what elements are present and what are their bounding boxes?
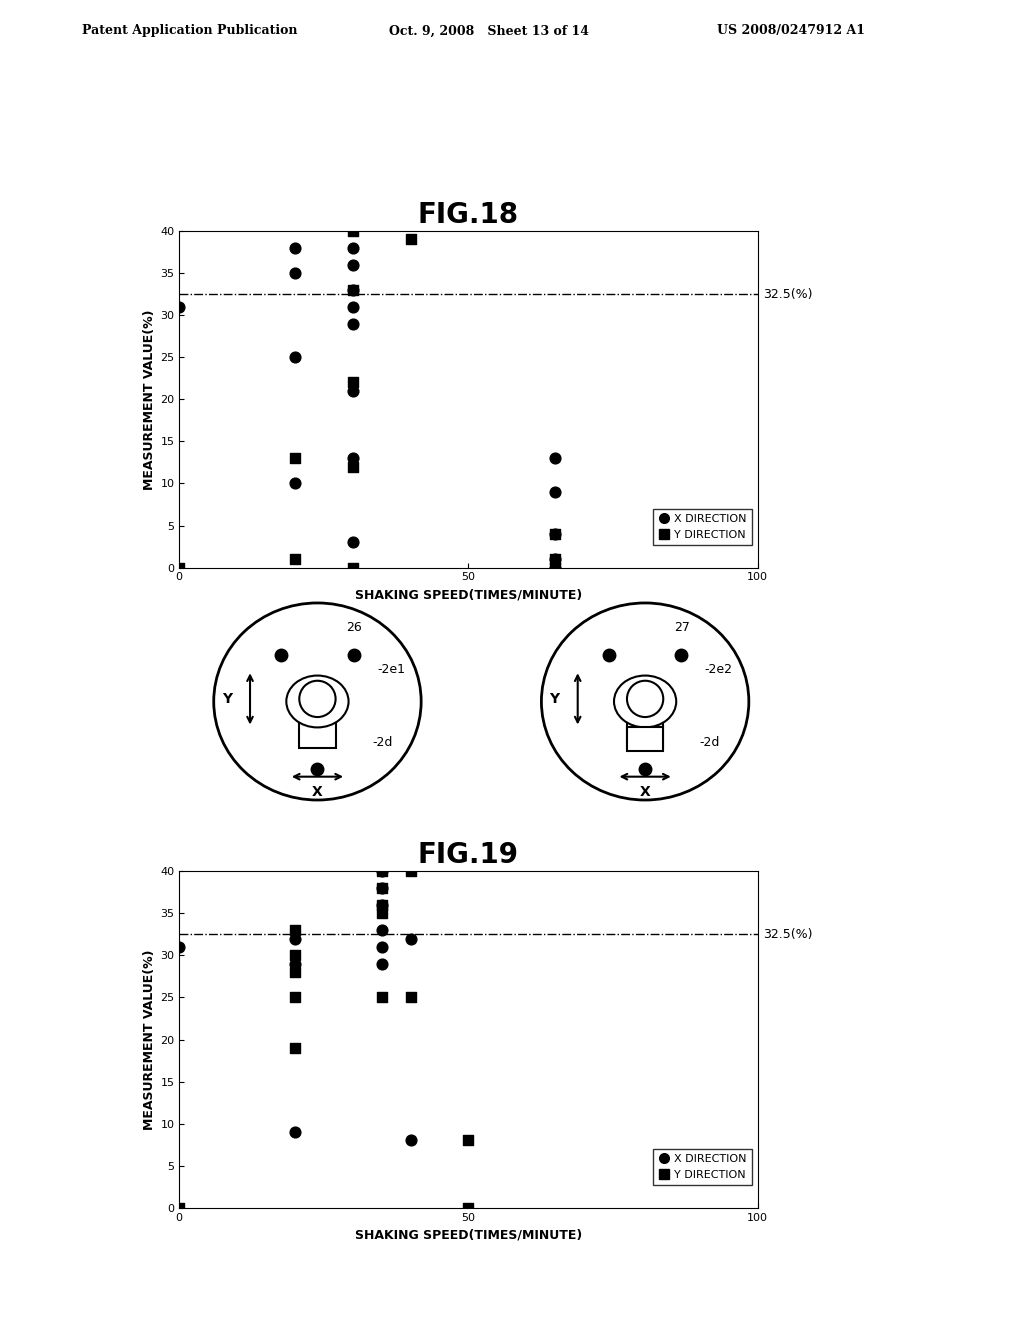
Text: US 2008/0247912 A1: US 2008/0247912 A1	[717, 24, 865, 37]
Point	[287, 953, 303, 974]
Point	[374, 920, 390, 941]
Point	[402, 1130, 419, 1151]
Point	[547, 447, 563, 469]
Legend: X DIRECTION, Y DIRECTION: X DIRECTION, Y DIRECTION	[653, 508, 753, 545]
Y-axis label: MEASUREMENT VALUE(%): MEASUREMENT VALUE(%)	[143, 309, 156, 490]
Text: 32.5(%): 32.5(%)	[764, 928, 813, 941]
Point	[287, 473, 303, 494]
Point	[344, 313, 360, 334]
Y-axis label: MEASUREMENT VALUE(%): MEASUREMENT VALUE(%)	[143, 949, 156, 1130]
Point	[460, 1197, 476, 1218]
Text: X: X	[312, 785, 323, 799]
Point	[374, 895, 390, 916]
Point	[287, 945, 303, 966]
Bar	[627, 727, 664, 751]
Text: Y: Y	[549, 692, 559, 706]
X-axis label: SHAKING SPEED(TIMES/MINUTE): SHAKING SPEED(TIMES/MINUTE)	[355, 1228, 582, 1241]
Point	[287, 987, 303, 1008]
Point	[171, 296, 187, 317]
Ellipse shape	[287, 676, 348, 727]
Ellipse shape	[614, 676, 676, 727]
Point	[287, 928, 303, 949]
Point	[374, 953, 390, 974]
Point	[547, 557, 563, 578]
Point	[460, 1130, 476, 1151]
Text: -2e2: -2e2	[705, 663, 733, 676]
Point	[344, 457, 360, 478]
Point	[344, 380, 360, 401]
Point	[344, 238, 360, 259]
Point	[402, 861, 419, 882]
Point	[547, 482, 563, 503]
Point	[344, 253, 360, 275]
Text: -2e1: -2e1	[377, 663, 406, 676]
Point	[171, 557, 187, 578]
Point	[287, 238, 303, 259]
Point	[374, 936, 390, 957]
Point	[344, 280, 360, 301]
Point	[344, 447, 360, 469]
Circle shape	[299, 681, 336, 717]
Circle shape	[627, 681, 664, 717]
Point	[374, 895, 390, 916]
Point	[287, 447, 303, 469]
Point	[547, 549, 563, 570]
Point	[344, 296, 360, 317]
Legend: X DIRECTION, Y DIRECTION: X DIRECTION, Y DIRECTION	[653, 1148, 753, 1185]
Point	[287, 961, 303, 982]
Point	[374, 861, 390, 882]
Text: X: X	[640, 785, 650, 799]
X-axis label: SHAKING SPEED(TIMES/MINUTE): SHAKING SPEED(TIMES/MINUTE)	[355, 587, 582, 601]
Point	[344, 220, 360, 242]
Point	[171, 1197, 187, 1218]
Point	[287, 1122, 303, 1143]
Bar	[299, 722, 336, 748]
Point	[344, 532, 360, 553]
Point	[287, 1038, 303, 1059]
Point	[287, 263, 303, 284]
Point	[287, 347, 303, 368]
Point	[344, 280, 360, 301]
Title: FIG.19: FIG.19	[418, 841, 519, 869]
Bar	[627, 722, 664, 748]
Title: FIG.18: FIG.18	[418, 201, 519, 228]
Point	[374, 878, 390, 899]
Point	[402, 928, 419, 949]
Point	[287, 549, 303, 570]
Point	[344, 557, 360, 578]
Point	[547, 557, 563, 578]
Text: -2d: -2d	[699, 735, 720, 748]
Point	[402, 228, 419, 249]
Point	[402, 987, 419, 1008]
Text: 26: 26	[346, 622, 361, 635]
Text: -2d: -2d	[372, 735, 392, 748]
Point	[344, 372, 360, 393]
Text: Y: Y	[221, 692, 231, 706]
Point	[374, 903, 390, 924]
Point	[547, 524, 563, 545]
Point	[374, 987, 390, 1008]
Text: 27: 27	[674, 622, 689, 635]
Text: 32.5(%): 32.5(%)	[764, 288, 813, 301]
Point	[547, 524, 563, 545]
Text: Oct. 9, 2008   Sheet 13 of 14: Oct. 9, 2008 Sheet 13 of 14	[389, 24, 589, 37]
Text: Patent Application Publication: Patent Application Publication	[82, 24, 297, 37]
Point	[547, 549, 563, 570]
Point	[374, 878, 390, 899]
Point	[287, 920, 303, 941]
Point	[374, 861, 390, 882]
Point	[171, 936, 187, 957]
